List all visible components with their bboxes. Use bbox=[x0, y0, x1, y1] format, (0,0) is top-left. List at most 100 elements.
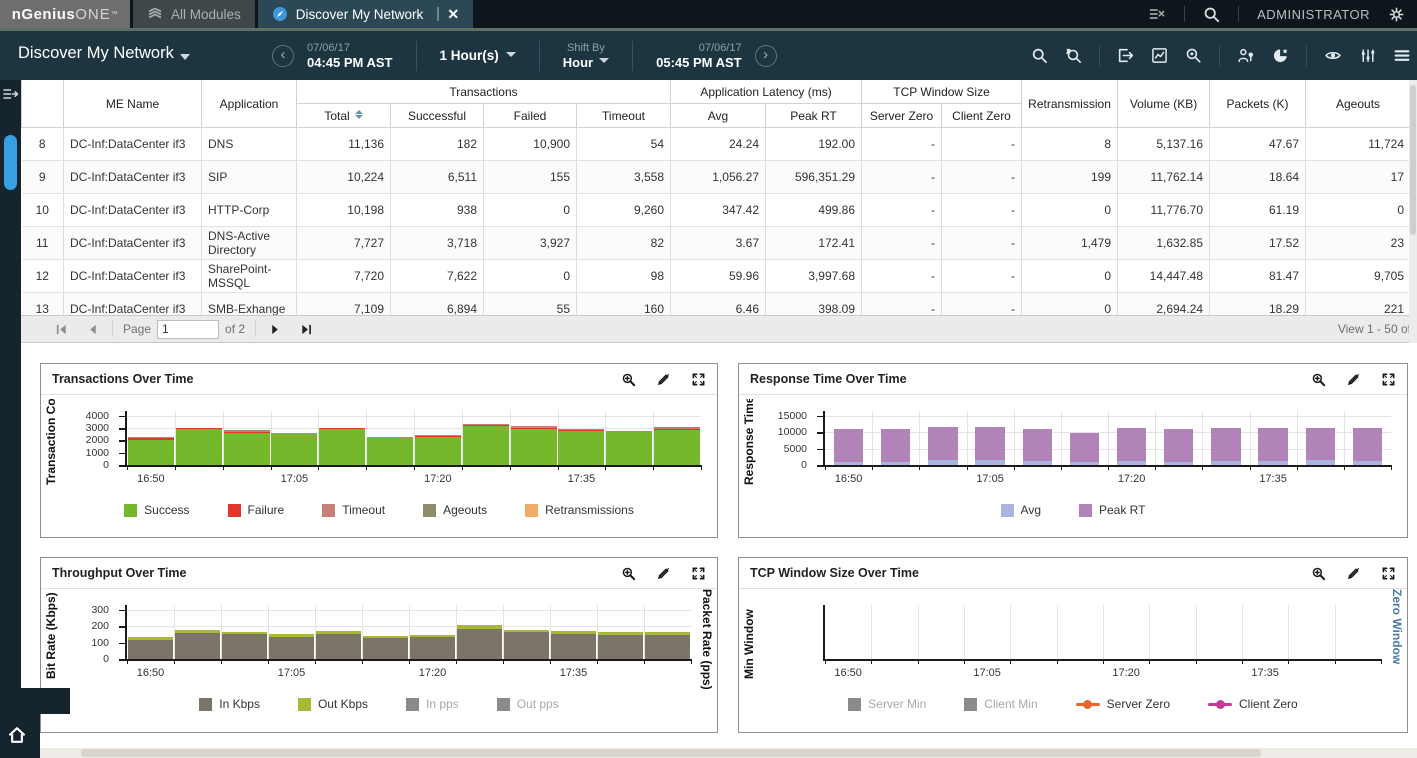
bar-segment[interactable] bbox=[558, 431, 605, 465]
chart-expand-icon[interactable] bbox=[691, 566, 706, 581]
bar-segment[interactable] bbox=[1211, 461, 1241, 465]
chart-expand-icon[interactable] bbox=[1381, 566, 1396, 581]
time-end[interactable]: 07/06/17 05:45 PM AST bbox=[656, 42, 742, 70]
bar-segment[interactable] bbox=[127, 637, 174, 640]
chart-edit-icon[interactable] bbox=[656, 372, 671, 387]
col-header-total[interactable]: Total bbox=[296, 103, 391, 128]
chart-expand-icon[interactable] bbox=[1381, 372, 1396, 387]
legend-item[interactable]: Client Min bbox=[964, 697, 1038, 711]
bar-segment[interactable] bbox=[1258, 428, 1288, 465]
col-header-peak-rt[interactable]: Peak RT bbox=[764, 103, 863, 128]
bar-segment[interactable] bbox=[175, 429, 222, 465]
table-row[interactable]: 11 DC-Inf:DataCenter if3 DNS-Active Direct… bbox=[21, 226, 1410, 260]
legend-item[interactable]: Retransmissions bbox=[525, 503, 634, 517]
bar-segment[interactable] bbox=[315, 630, 362, 635]
col-header-client-zero[interactable]: Client Zero bbox=[941, 103, 1023, 128]
table-row[interactable]: 8 DC-Inf:DataCenter if3 DNS 11,136 182 10,900… bbox=[21, 127, 1410, 161]
col-header-me-name[interactable]: ME Name bbox=[63, 80, 202, 128]
bar-segment[interactable] bbox=[1164, 429, 1194, 465]
bar-segment[interactable] bbox=[558, 430, 605, 432]
menu-icon[interactable] bbox=[1393, 47, 1411, 64]
bar-segment[interactable] bbox=[928, 427, 958, 465]
legend-item[interactable]: Out Kbps bbox=[297, 697, 368, 711]
bar-segment[interactable] bbox=[510, 426, 557, 429]
chart-edit-icon[interactable] bbox=[1346, 566, 1361, 581]
bar-segment[interactable] bbox=[414, 435, 461, 438]
col-header-failed[interactable]: Failed bbox=[483, 103, 577, 128]
bar-segment[interactable] bbox=[462, 423, 509, 425]
bar-segment[interactable] bbox=[550, 633, 597, 659]
bar-segment[interactable] bbox=[315, 634, 362, 659]
legend-item[interactable]: Client Zero bbox=[1208, 697, 1298, 711]
vertical-scrollbar[interactable] bbox=[1409, 80, 1417, 343]
bar-segment[interactable] bbox=[928, 460, 958, 465]
shift-by-dropdown[interactable]: Shift By Hour bbox=[563, 42, 610, 70]
bar-segment[interactable] bbox=[597, 635, 644, 659]
bar-segment[interactable] bbox=[174, 633, 221, 659]
next-page-button[interactable] bbox=[269, 323, 282, 336]
legend-item[interactable]: In Kbps bbox=[199, 697, 260, 711]
bar-segment[interactable] bbox=[362, 638, 409, 659]
bar-segment[interactable] bbox=[409, 634, 456, 638]
bar-segment[interactable] bbox=[1116, 428, 1147, 465]
bar-segment[interactable] bbox=[503, 632, 550, 659]
page-title-menu[interactable]: Discover My Network bbox=[18, 44, 190, 63]
bar-segment[interactable] bbox=[414, 434, 461, 436]
eye-icon[interactable] bbox=[1324, 47, 1342, 64]
bar-segment[interactable] bbox=[127, 439, 174, 465]
user-menu[interactable]: ADMINISTRATOR bbox=[1257, 6, 1370, 22]
bar-segment[interactable] bbox=[606, 431, 653, 433]
scrollbar-thumb[interactable] bbox=[1410, 85, 1416, 235]
plot-area[interactable]: 16:50 17:05 17:20 17:35 bbox=[817, 411, 1392, 485]
trend-chart-icon[interactable] bbox=[1151, 47, 1168, 64]
first-page-button[interactable] bbox=[55, 323, 68, 336]
bar-segment[interactable] bbox=[223, 432, 270, 434]
bar-segment[interactable] bbox=[268, 636, 315, 659]
bar-segment[interactable] bbox=[1305, 460, 1335, 465]
col-header-timeout[interactable]: Timeout bbox=[576, 103, 671, 128]
last-page-button[interactable] bbox=[300, 323, 313, 336]
bar-segment[interactable] bbox=[221, 631, 268, 635]
bar-segment[interactable] bbox=[221, 634, 268, 659]
bar-segment[interactable] bbox=[414, 437, 461, 465]
bar-segment[interactable] bbox=[503, 629, 550, 633]
search-history-icon[interactable] bbox=[1065, 47, 1082, 64]
bar-segment[interactable] bbox=[975, 427, 1005, 465]
table-row[interactable]: 12 DC-Inf:DataCenter if3 SharePoint-MSSQL 7… bbox=[21, 259, 1410, 293]
chart-zoom-icon[interactable] bbox=[1311, 566, 1326, 581]
col-header-ageouts[interactable]: Ageouts bbox=[1305, 80, 1410, 128]
bar-segment[interactable] bbox=[367, 437, 414, 438]
bar-segment[interactable] bbox=[606, 432, 653, 465]
home-button[interactable] bbox=[0, 712, 40, 758]
col-header-packets[interactable]: Packets (K) bbox=[1209, 80, 1307, 128]
bar-segment[interactable] bbox=[319, 428, 366, 465]
bar-segment[interactable] bbox=[654, 428, 701, 430]
legend-item[interactable]: Server Min bbox=[848, 697, 926, 711]
scrollbar-thumb[interactable] bbox=[81, 749, 1261, 757]
bar-segment[interactable] bbox=[1022, 429, 1052, 465]
time-forward-button[interactable]: › bbox=[754, 44, 777, 67]
legend-item[interactable]: Failure bbox=[227, 503, 284, 517]
col-header-server-zero[interactable]: Server Zero bbox=[861, 103, 943, 128]
search-icon[interactable] bbox=[1031, 47, 1048, 64]
user-location-icon[interactable] bbox=[1237, 47, 1255, 64]
bar-segment[interactable] bbox=[362, 636, 409, 639]
chart-zoom-icon[interactable] bbox=[621, 566, 636, 581]
col-header-volume[interactable]: Volume (KB) bbox=[1117, 80, 1211, 128]
bar-segment[interactable] bbox=[1352, 461, 1383, 465]
chart-expand-icon[interactable] bbox=[691, 372, 706, 387]
bar-segment[interactable] bbox=[462, 424, 509, 426]
legend-item[interactable]: Server Zero bbox=[1075, 697, 1170, 711]
bar-segment[interactable] bbox=[644, 631, 691, 635]
legend-item[interactable]: In pps bbox=[406, 697, 459, 711]
col-header-retransmission[interactable]: Retransmission bbox=[1021, 80, 1119, 128]
search-icon[interactable] bbox=[1203, 6, 1220, 23]
bar-segment[interactable] bbox=[127, 436, 174, 439]
bar-segment[interactable] bbox=[654, 426, 701, 429]
legend-item[interactable]: Out pps bbox=[496, 697, 559, 711]
analyze-icon[interactable] bbox=[1185, 47, 1202, 64]
sliders-icon[interactable] bbox=[1359, 47, 1376, 64]
bar-segment[interactable] bbox=[456, 628, 503, 659]
expand-sidebar-icon[interactable] bbox=[2, 86, 19, 102]
collapse-panel-icon[interactable] bbox=[1148, 6, 1166, 22]
